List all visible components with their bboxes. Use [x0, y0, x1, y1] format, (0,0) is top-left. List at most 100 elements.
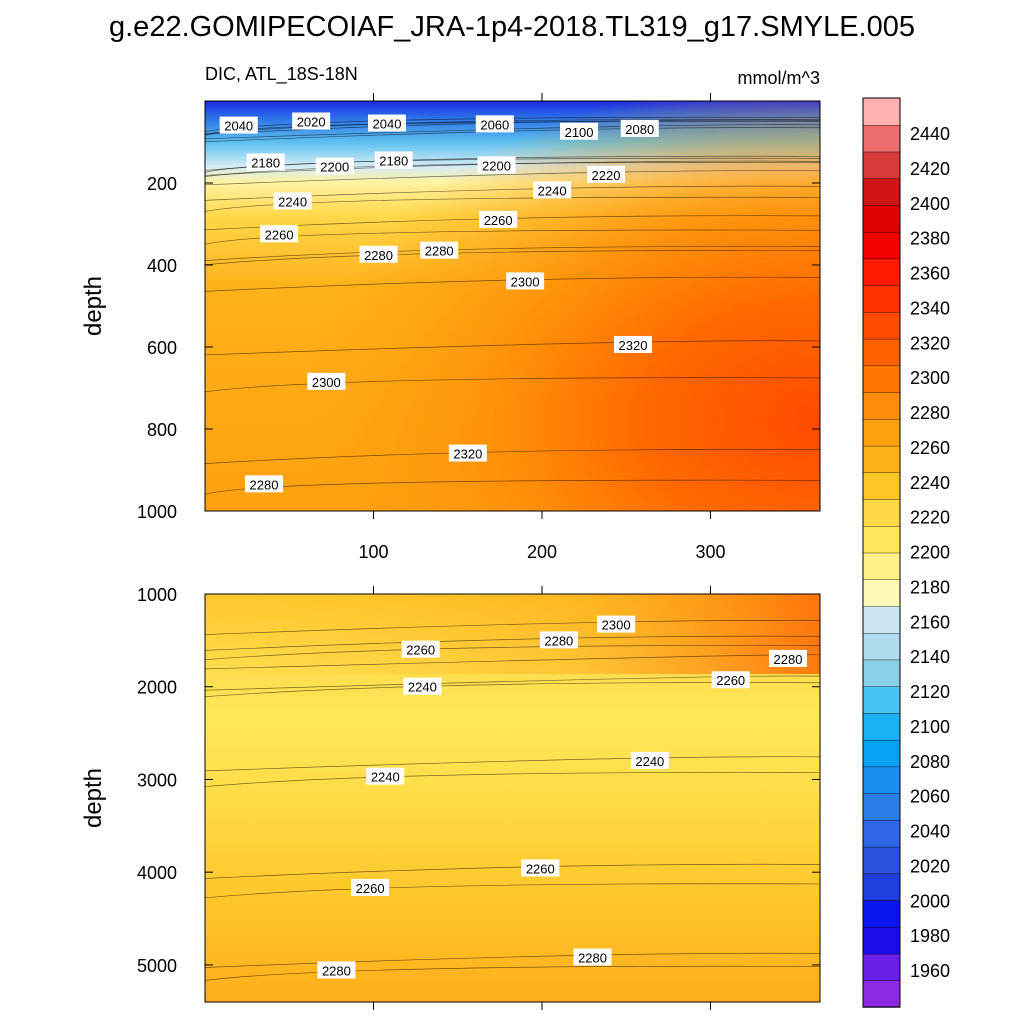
colorbar-label: 2180	[910, 577, 950, 597]
contour-label-text: 2040	[373, 117, 402, 132]
contour-label-text: 2240	[408, 680, 437, 695]
contour-line	[205, 772, 820, 788]
contour-label-box	[630, 751, 669, 769]
contour-label: 2240	[273, 192, 312, 210]
colorbar-label: 2420	[910, 159, 950, 179]
contour-label: 2300	[597, 615, 636, 633]
contour-label-box	[597, 615, 636, 633]
upper-panel: 200 400 600 800 1000 2040 2020 2040 2060 2100 208…	[80, 93, 821, 522]
contour-line	[205, 377, 820, 393]
contour-label: 2280	[244, 475, 283, 493]
contour-label-text: 2280	[578, 950, 607, 965]
upper-frame	[204, 100, 821, 512]
colorbar-label: 1960	[910, 961, 950, 981]
y-tick-label: 3000	[137, 770, 177, 790]
contour-line	[205, 449, 820, 464]
figure-title: g.e22.GOMIPECOIAF_JRA-1p4-2018.TL319_g17…	[109, 11, 915, 43]
contour-label-box	[359, 245, 398, 263]
contour-line	[205, 162, 820, 177]
contour-label: 2220	[587, 165, 626, 183]
contour-label-text: 2280	[425, 244, 454, 259]
contour-label: 2260	[711, 671, 750, 689]
contour-line	[205, 756, 820, 772]
contour-line	[205, 229, 820, 245]
colorbar-swatch	[862, 926, 901, 955]
x-tick-label: 100	[358, 542, 388, 562]
colorbar-label: 2300	[910, 368, 950, 388]
x-tick-labels: 100 200 300	[358, 542, 725, 562]
contour-label-box	[366, 767, 405, 785]
contour-label-box	[420, 241, 459, 259]
contour-label-box	[307, 372, 346, 390]
contour-label: 2200	[477, 156, 516, 174]
contour-label-text: 2280	[250, 477, 279, 492]
contour-label-box	[315, 157, 354, 175]
y-tick-label: 1000	[137, 502, 177, 522]
contour-label: 2240	[630, 751, 669, 769]
colorbar-label: 2440	[910, 124, 950, 144]
colorbar-label: 2160	[910, 612, 950, 632]
contour-line	[205, 340, 820, 356]
contour-label: 2180	[374, 151, 413, 169]
contour-label-text: 2180	[379, 153, 408, 168]
contour-label: 2260	[479, 210, 518, 228]
contour-label-text: 2320	[453, 447, 482, 462]
lower-top-field	[205, 594, 820, 674]
colorbar-swatch	[862, 231, 901, 260]
colorbar-swatch	[862, 124, 901, 153]
contour-label-text: 2280	[322, 963, 351, 978]
contour-line	[205, 127, 820, 143]
colorbar-swatch	[862, 980, 901, 1008]
contour-label-text: 2060	[480, 117, 509, 132]
y-tick-label: 2000	[137, 678, 177, 698]
colorbar-swatch	[862, 178, 901, 206]
colorbar-swatch	[862, 418, 901, 447]
contour-label-box	[711, 671, 750, 689]
colorbar-label: 2260	[910, 438, 950, 458]
contour-label: 2280	[359, 245, 398, 263]
colorbar-swatch	[862, 311, 901, 340]
contour-label-box	[246, 153, 285, 171]
contour-label-text: 2260	[526, 861, 555, 876]
contour-label-box	[260, 225, 299, 243]
contour-label: 2320	[448, 444, 487, 462]
colorbar-swatch	[862, 579, 901, 607]
contour-label-box	[292, 112, 331, 130]
contour-label-text: 2220	[592, 168, 621, 183]
contour-label: 2040	[367, 114, 406, 132]
colorbar-swatch	[862, 525, 901, 554]
contour-label-text: 2240	[635, 754, 664, 769]
contour-label-box	[244, 475, 283, 493]
contour-label-text: 2260	[716, 673, 745, 688]
contour-label: 2300	[506, 272, 545, 290]
contour-label-box	[403, 677, 442, 695]
colorbar-label: 2060	[910, 787, 950, 807]
contour-label-text: 2300	[511, 274, 540, 289]
colorbar-label: 2040	[910, 822, 950, 842]
colorbar-swatch	[862, 552, 901, 580]
colorbar-swatch	[862, 899, 901, 928]
colorbar-swatch	[862, 258, 901, 286]
contour-label-text: 2180	[251, 156, 280, 171]
contour-label-text: 2240	[538, 183, 567, 198]
y-tick-label: 400	[147, 256, 177, 276]
colorbar-swatch	[862, 204, 901, 233]
upper-ticks: 200 400 600 800 1000	[137, 93, 820, 522]
contour-label-text: 2100	[565, 125, 594, 140]
contour-label-box	[448, 444, 487, 462]
contour-label-box	[477, 156, 516, 174]
lower-frame	[204, 593, 821, 1003]
contour-label: 2280	[317, 961, 356, 979]
colorbar-swatch	[862, 284, 901, 313]
colorbar-swatch	[862, 953, 901, 981]
contour-label-box	[560, 122, 599, 140]
contour-label: 2260	[260, 225, 299, 243]
contour-label: 2020	[292, 112, 331, 130]
colorbar-swatch	[862, 498, 901, 527]
contour-label-text: 2080	[625, 122, 654, 137]
colorbar-swatch	[862, 445, 901, 473]
contour-label-text: 2320	[619, 338, 648, 353]
contour-label-text: 2300	[602, 618, 631, 633]
colorbar: 2440 2420 2400 2380 2360 2340 2320 2300 2280 2260…	[862, 97, 950, 1008]
contour-label: 2320	[613, 335, 652, 353]
